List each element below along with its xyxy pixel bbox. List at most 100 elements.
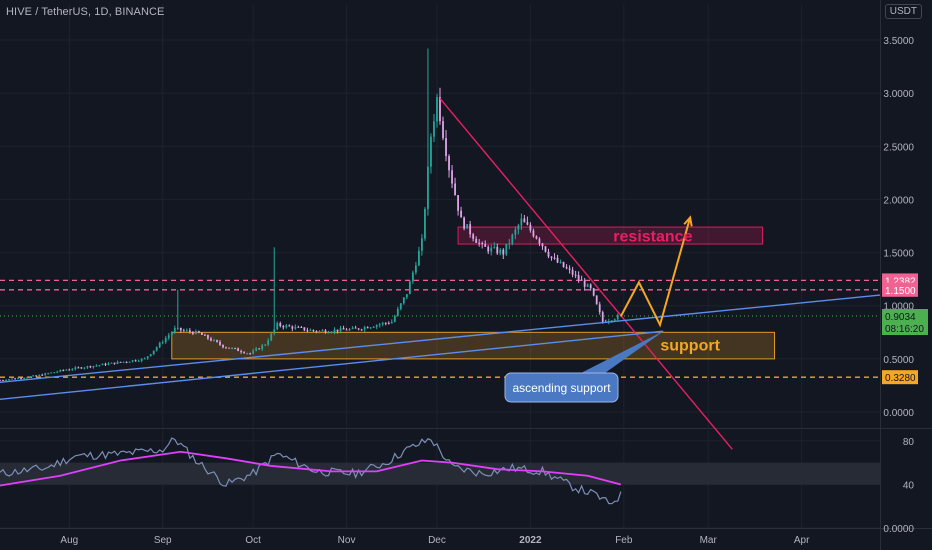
candle-body [44, 373, 47, 376]
candle-body [68, 369, 71, 371]
candle-body [330, 331, 333, 333]
candle-body [348, 328, 351, 331]
candle-body [285, 325, 288, 328]
current-price-label: 0.9034 [885, 312, 916, 323]
candle-body [460, 210, 462, 218]
candle-body [300, 326, 303, 328]
candle-body [487, 246, 490, 252]
candle-body [11, 378, 13, 380]
candle-body [565, 267, 568, 269]
candle-body [104, 363, 107, 365]
chart-title: HIVE / TetherUS, 1D, BINANCE [6, 6, 165, 18]
candle-body [430, 136, 432, 167]
candle-body [321, 330, 324, 332]
oscillator-fast-line [0, 437, 622, 505]
candle-body [185, 330, 188, 332]
candle-body [493, 246, 496, 248]
candle-body [276, 323, 279, 330]
candle-body [231, 347, 233, 349]
support-label: support [660, 338, 720, 355]
candle-body [137, 360, 140, 362]
candle-body [559, 262, 562, 264]
candle-body [541, 243, 544, 247]
candle-body [32, 375, 35, 377]
currency-button[interactable]: USDT [884, 4, 922, 19]
x-tick-label: Aug [60, 535, 78, 546]
candle-body [80, 367, 83, 369]
candle-body [8, 379, 10, 381]
candle-body [408, 281, 411, 295]
candle-body [101, 363, 104, 366]
candle-body [131, 360, 134, 362]
candle-body [146, 356, 149, 359]
osc-tick-label: 80 [903, 437, 915, 448]
candle-body [179, 327, 182, 331]
x-tick-label: 2022 [519, 535, 542, 546]
candle-body [201, 332, 203, 335]
candle-body [53, 372, 56, 374]
candle-body [23, 377, 26, 379]
candle-body [291, 326, 294, 329]
candle-body [457, 195, 459, 211]
candle-body [59, 369, 62, 372]
candle-body [194, 331, 197, 334]
candle-body [134, 360, 137, 362]
candle-body [366, 327, 369, 329]
candle-body [490, 247, 493, 252]
candle-body [273, 329, 276, 334]
candle-body [107, 363, 110, 365]
candle-body [89, 366, 92, 368]
candle-body [237, 348, 239, 352]
candle-body [95, 365, 98, 367]
candle-body [387, 323, 390, 325]
price-tag [882, 282, 918, 297]
candle-body [505, 243, 508, 255]
candle-body [544, 246, 547, 252]
candle-body [279, 323, 282, 327]
projection-arrowhead [683, 215, 693, 227]
candle-body [421, 238, 423, 251]
candle-body [550, 256, 553, 258]
candle-body [62, 369, 65, 371]
candle-body [252, 350, 255, 354]
oscillator-band [0, 462, 880, 485]
candle-body [520, 218, 523, 226]
candle-body [246, 353, 249, 355]
candle-body [122, 361, 125, 363]
current-price-tag [882, 309, 928, 336]
candle-body [47, 373, 50, 375]
candle-body [167, 335, 170, 339]
candle-body [318, 330, 321, 332]
candle-body [0, 380, 1, 382]
candle-body [595, 295, 598, 305]
candle-body [405, 294, 408, 298]
candle-body [243, 352, 246, 354]
candle-body [372, 326, 375, 328]
x-tick-label: Dec [428, 535, 446, 546]
x-tick-label: Feb [615, 535, 633, 546]
candle-body [41, 374, 44, 376]
y-tick-label: 1.0000 [883, 302, 914, 313]
candle-body [222, 344, 224, 348]
candle-body [411, 272, 414, 282]
candle-body [508, 243, 511, 245]
x-tick-label: Oct [245, 535, 261, 546]
candle-body [294, 326, 297, 329]
resistance-zone [457, 226, 763, 245]
candle-body [17, 377, 19, 379]
callout-pointer [581, 330, 665, 373]
callout-box [504, 372, 619, 403]
candle-body [399, 303, 402, 309]
candle-body [77, 367, 80, 369]
candle-body [288, 325, 291, 327]
candle-body [445, 138, 447, 157]
candle-body [580, 279, 583, 281]
candle-body [351, 327, 354, 329]
candle-body [119, 361, 122, 363]
y-tick-label: 2.5000 [883, 142, 914, 153]
candle-body [282, 326, 285, 328]
candle-body [216, 340, 218, 342]
candle-body [360, 329, 363, 331]
